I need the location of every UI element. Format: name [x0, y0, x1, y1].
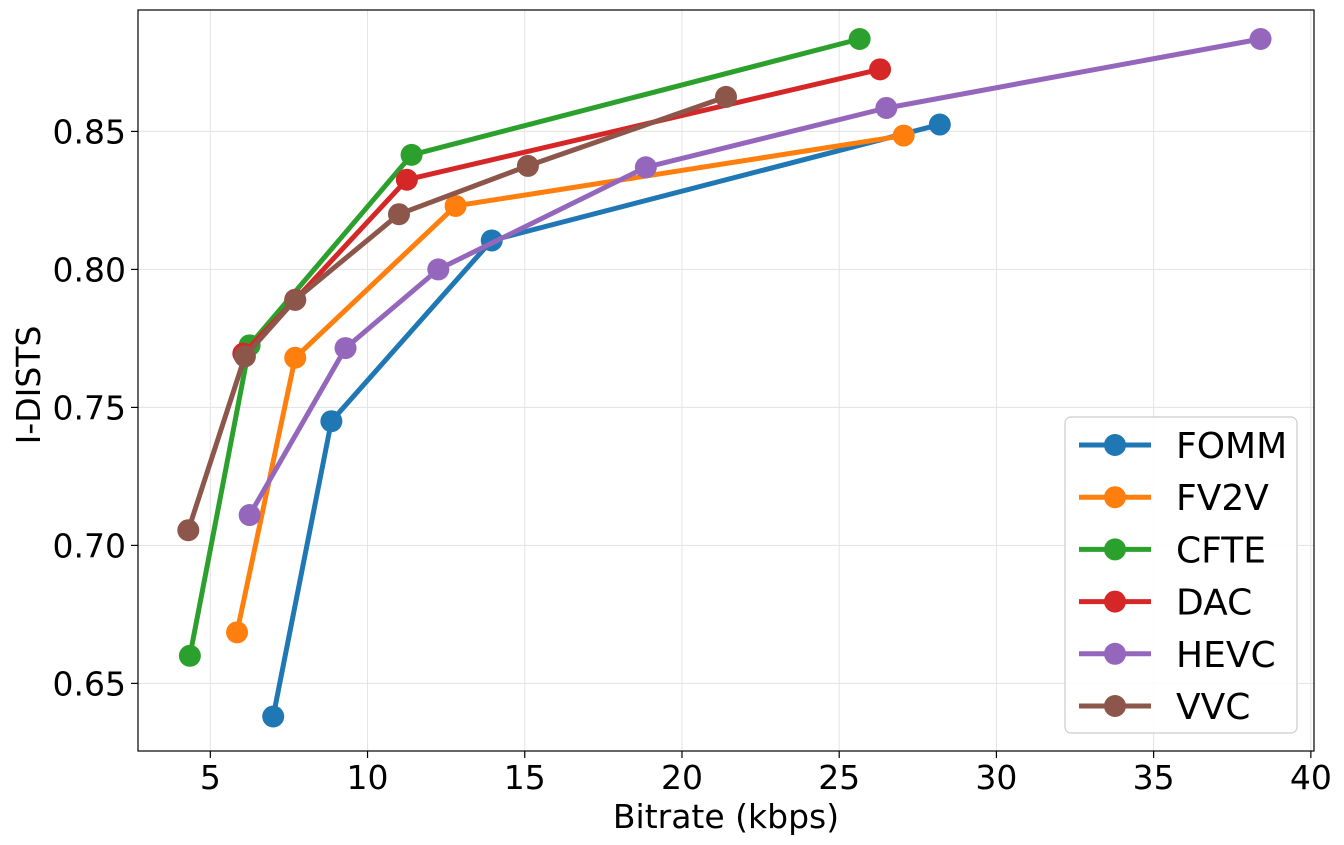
x-axis-title: Bitrate (kbps)	[613, 797, 839, 836]
legend-label: CFTE	[1176, 530, 1266, 571]
data-point	[395, 168, 418, 191]
data-point	[178, 644, 201, 667]
legend-label: FV2V	[1176, 478, 1269, 519]
legend-marker	[1104, 538, 1126, 561]
data-point	[233, 345, 256, 368]
data-point	[284, 346, 307, 369]
y-tick-label: 0.70	[53, 526, 126, 565]
data-point	[516, 154, 539, 177]
legend: FOMM FV2V CFTE DAC HEVC VVC	[1064, 416, 1298, 734]
y-tick-label: 0.85	[53, 112, 126, 151]
series-layer	[177, 27, 1272, 728]
data-point	[334, 337, 357, 360]
x-tick-label: 40	[1290, 758, 1332, 797]
series-vvc	[177, 85, 737, 542]
legend-marker	[1104, 695, 1126, 717]
legend-item-dac: DAC	[1079, 583, 1252, 624]
data-point	[400, 143, 423, 166]
legend-item-fomm: FOMM	[1079, 426, 1287, 467]
data-point	[262, 705, 285, 728]
x-tick-label: 25	[818, 758, 860, 797]
x-tick-label: 15	[504, 758, 546, 797]
legend-marker	[1104, 434, 1126, 456]
data-point	[427, 258, 450, 281]
data-point	[226, 621, 249, 644]
data-point	[875, 96, 898, 119]
data-point	[634, 156, 657, 179]
legend-item-hevc: HEVC	[1079, 635, 1276, 676]
x-tick-label: 30	[975, 758, 1017, 797]
x-tick-label: 20	[661, 758, 703, 797]
plot-area-frame	[137, 9, 1315, 752]
x-tick-label: 35	[1133, 758, 1175, 797]
legend-label: HEVC	[1176, 635, 1276, 676]
axis-ticks: 5 10 15 20 25 30 35 40 0.65 0.70 0.75 0.80 0.85	[53, 112, 1332, 797]
data-point	[892, 124, 915, 147]
data-point	[177, 519, 200, 542]
y-axis-title: I-DISTS	[9, 326, 48, 445]
legend-label: DAC	[1176, 583, 1252, 624]
series-line	[270, 122, 943, 719]
series-line	[185, 94, 729, 533]
y-tick-label: 0.80	[53, 250, 126, 289]
legend-item-cfte: CFTE	[1079, 530, 1266, 571]
legend-item-vvc: VVC	[1079, 687, 1250, 728]
series-line	[234, 133, 907, 635]
series-line	[187, 36, 863, 659]
data-point	[444, 194, 467, 217]
data-point	[284, 288, 307, 311]
x-tick-label: 10	[347, 758, 389, 797]
data-point	[869, 58, 892, 81]
data-point	[387, 203, 410, 226]
x-tick-label: 5	[200, 758, 221, 797]
data-point	[848, 27, 871, 50]
data-point	[928, 113, 951, 136]
y-tick-label: 0.65	[53, 664, 126, 703]
legend-marker	[1104, 590, 1126, 613]
series-fv2v	[226, 124, 915, 644]
series-line	[247, 36, 1263, 518]
series-cfte	[178, 27, 871, 667]
data-point	[238, 504, 261, 527]
legend-marker	[1104, 486, 1126, 509]
legend-item-fv2v: FV2V	[1079, 478, 1269, 519]
legend-label: FOMM	[1176, 426, 1287, 467]
data-point	[1249, 27, 1272, 50]
legend-label: VVC	[1176, 687, 1250, 728]
series-hevc	[238, 27, 1272, 527]
y-tick-label: 0.75	[53, 388, 126, 427]
data-point	[715, 85, 737, 108]
data-point	[320, 410, 343, 433]
legend-marker	[1104, 642, 1126, 665]
